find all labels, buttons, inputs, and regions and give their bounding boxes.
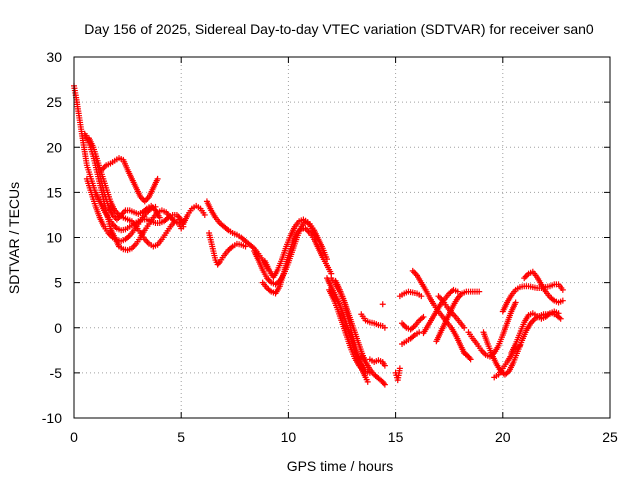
chart-title: Day 156 of 2025, Sidereal Day-to-day VTE… — [84, 21, 594, 37]
data-point-marker — [416, 329, 423, 336]
series-track-ab — [435, 293, 468, 331]
series-track-f — [98, 155, 161, 205]
series-track-ag — [521, 268, 566, 306]
y-tick-label: -5 — [50, 365, 63, 381]
x-tick-label: 15 — [388, 429, 404, 445]
data-point-marker — [364, 378, 371, 385]
data-point-marker — [380, 380, 387, 387]
data-point-marker — [557, 315, 564, 322]
y-tick-label: 20 — [46, 139, 62, 155]
data-point-marker — [467, 356, 474, 363]
y-tick-label: 30 — [46, 49, 62, 65]
series-track-r — [358, 351, 388, 388]
x-tick-labels: 0 5 10 15 20 25 — [70, 429, 618, 445]
data-point-marker — [559, 297, 566, 304]
y-tick-label: 25 — [46, 94, 62, 110]
series-track-g — [203, 198, 270, 272]
series-track-s — [366, 356, 388, 369]
data-point-marker — [512, 299, 519, 306]
y-tick-label: 15 — [46, 184, 62, 200]
plot-frame — [73, 56, 611, 419]
y-tick-label: -10 — [42, 410, 62, 426]
series-track-z — [420, 286, 461, 337]
data-point-marker — [381, 324, 388, 331]
x-tick-label: 20 — [495, 429, 511, 445]
data-point-marker — [420, 313, 427, 320]
series-track-t — [379, 301, 386, 308]
data-point-marker — [313, 234, 320, 241]
data-point-marker — [555, 310, 562, 317]
series-track-e — [83, 175, 159, 245]
y-tick-label: 0 — [54, 320, 62, 336]
x-axis-label: GPS time / hours — [287, 458, 394, 474]
data-point-marker — [454, 288, 461, 295]
data-point-marker — [178, 225, 185, 232]
y-tick-labels: -10 -5 0 5 10 15 20 25 30 — [42, 49, 62, 426]
data-point-marker — [215, 260, 222, 267]
data-point-marker — [201, 211, 208, 218]
data-point-marker — [379, 301, 386, 308]
series-track-p — [328, 275, 373, 376]
series-track-a — [71, 82, 187, 234]
series-track-l — [261, 216, 320, 281]
data-point-marker — [476, 288, 483, 295]
y-tick-label: 10 — [46, 230, 62, 246]
x-tick-label: 0 — [70, 429, 78, 445]
series-track-x — [399, 313, 427, 333]
x-tick-label: 25 — [602, 429, 618, 445]
series-track-w — [399, 329, 423, 347]
y-tick-label: 5 — [54, 275, 62, 291]
data-point-marker — [466, 354, 473, 361]
x-tick-label: 10 — [281, 429, 297, 445]
series-track-ah — [461, 350, 474, 363]
data-point-marker — [381, 362, 388, 369]
series-track-h — [176, 202, 208, 227]
series-track-q — [358, 311, 388, 331]
data-point-marker — [242, 243, 249, 250]
data-point-marker — [156, 214, 163, 221]
data-point-marker — [171, 218, 178, 225]
data-point-marker — [516, 342, 523, 349]
series-track-v — [396, 288, 425, 300]
series-track-y — [409, 267, 472, 360]
data-marks — [71, 82, 566, 388]
series-track-ad — [480, 310, 564, 378]
data-point-marker — [461, 324, 468, 331]
data-point-marker — [418, 293, 425, 300]
series-track-u — [392, 365, 403, 384]
data-point-marker — [396, 365, 403, 372]
data-point-marker — [559, 286, 566, 293]
series-track-ai — [491, 342, 523, 381]
data-point-marker — [152, 203, 159, 210]
series-track-n — [326, 286, 367, 375]
series-track-i — [206, 229, 249, 268]
data-point-marker — [154, 175, 161, 182]
series-track-af — [508, 308, 562, 357]
data-point-marker — [381, 381, 388, 388]
y-axis-label: SDTVAR / TECUs — [6, 182, 22, 294]
x-tick-label: 5 — [177, 429, 185, 445]
